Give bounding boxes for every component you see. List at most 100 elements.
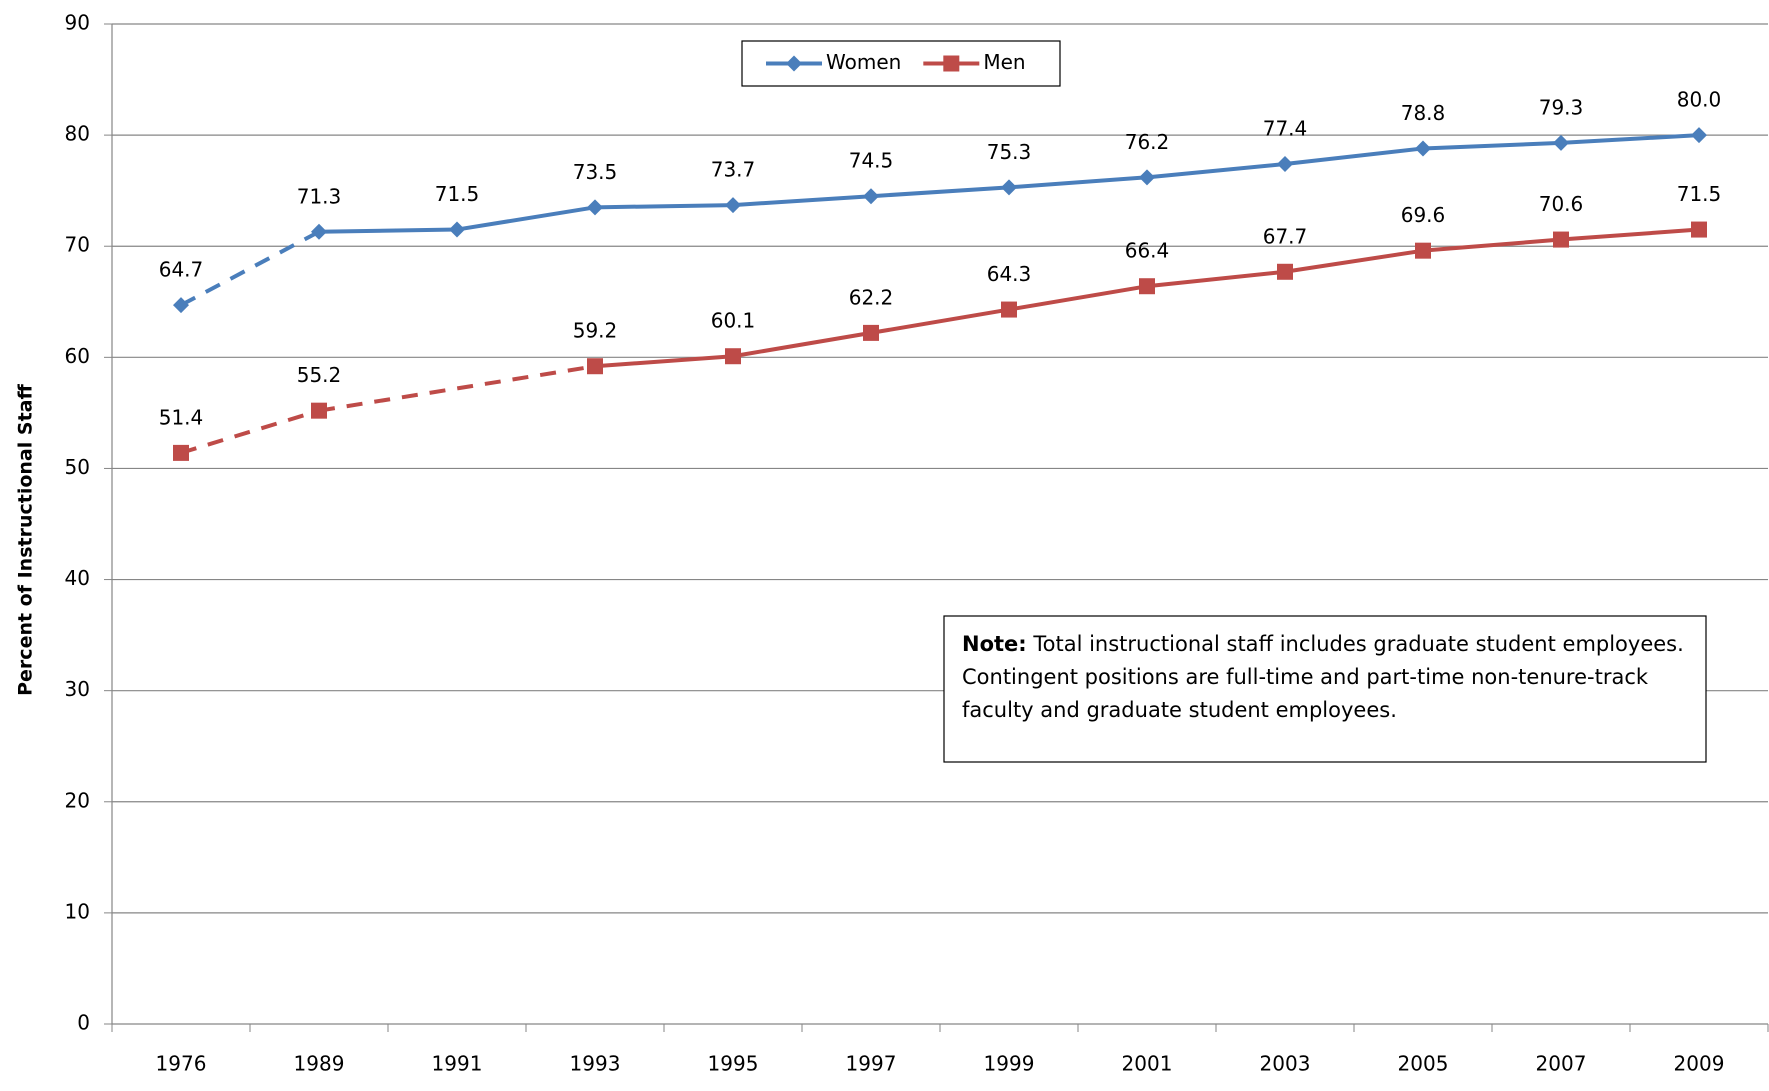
line-segment	[318, 364, 596, 413]
data-label: 62.2	[849, 285, 894, 309]
data-label: 75.3	[987, 140, 1032, 164]
data-point	[311, 223, 327, 240]
data-point	[1415, 242, 1431, 259]
data-point	[1277, 263, 1293, 280]
data-label: 73.7	[711, 158, 756, 182]
x-tick-label: 1993	[570, 1052, 621, 1076]
x-tick-label: 1976	[156, 1052, 207, 1076]
line-segment	[1008, 175, 1148, 190]
x-tick-label: 2001	[1122, 1052, 1173, 1076]
data-label: 79.3	[1539, 95, 1584, 119]
line-segment	[870, 185, 1010, 199]
line-segment	[1284, 146, 1424, 166]
data-label: 64.3	[987, 262, 1032, 286]
data-label: 73.5	[573, 160, 618, 184]
line-segment	[1560, 133, 1700, 145]
x-tick-label: 1999	[984, 1052, 1035, 1076]
note: Note: Total instructional staff includes…	[944, 616, 1706, 739]
data-point	[1001, 301, 1017, 318]
data-point	[587, 199, 603, 216]
data-label: 78.8	[1401, 101, 1446, 125]
y-tick-label: 90	[65, 11, 90, 35]
data-label: 76.2	[1125, 130, 1170, 154]
note-container: Note: Total instructional staff includes…	[944, 616, 1706, 739]
line-segment	[180, 408, 320, 455]
data-point	[1139, 278, 1155, 295]
data-point	[1553, 134, 1569, 151]
line-segment	[1560, 227, 1700, 242]
data-label: 71.3	[297, 184, 342, 208]
data-point	[1415, 140, 1431, 157]
data-point	[725, 348, 741, 365]
x-tick-label: 2005	[1398, 1052, 1449, 1076]
data-point	[1553, 231, 1569, 248]
legend: Women Men	[741, 40, 1061, 87]
line-segment	[1008, 284, 1148, 312]
x-tick-label: 2007	[1536, 1052, 1587, 1076]
x-tick-label: 2003	[1260, 1052, 1311, 1076]
data-point	[1001, 179, 1017, 196]
data-label: 70.6	[1539, 192, 1584, 216]
y-tick-label: 70	[65, 233, 90, 257]
line-segment	[732, 194, 872, 208]
data-label: 60.1	[711, 309, 756, 333]
note-text: Total instructional staff includes gradu…	[962, 632, 1684, 722]
line-segment	[594, 354, 734, 369]
data-point	[173, 444, 189, 461]
data-label: 69.6	[1401, 203, 1446, 227]
legend-label: Women	[826, 50, 901, 74]
data-label: 77.4	[1263, 117, 1308, 141]
data-label: 66.4	[1125, 239, 1170, 263]
data-label: 55.2	[297, 363, 342, 387]
x-tick-label: 1989	[294, 1052, 345, 1076]
legend-box	[741, 40, 1061, 87]
note-label: Note:	[962, 632, 1027, 656]
legend-label: Men	[983, 50, 1025, 74]
data-point	[1277, 156, 1293, 172]
legend-marker	[786, 55, 802, 72]
data-label: 59.2	[573, 319, 618, 343]
y-tick-label: 0	[77, 1011, 90, 1035]
line-segment	[1146, 162, 1286, 180]
data-point	[173, 297, 189, 314]
data-label: 71.5	[1677, 182, 1722, 206]
y-tick-label: 80	[65, 122, 90, 146]
data-point	[1691, 221, 1707, 238]
data-label: 51.4	[159, 405, 204, 429]
data-point	[311, 402, 327, 419]
y-axis-label: Percent of Instructional Staff	[15, 384, 37, 696]
x-tick-label: 1991	[432, 1052, 483, 1076]
data-point	[863, 324, 879, 341]
y-tick-label: 20	[65, 788, 90, 812]
line-segment	[594, 203, 734, 210]
y-tick-label: 30	[65, 677, 90, 701]
y-tick-label: 40	[65, 566, 90, 590]
data-label: 71.5	[435, 182, 480, 206]
data-point	[587, 358, 603, 375]
data-point	[449, 221, 465, 238]
note-box	[943, 615, 1707, 763]
data-label: 67.7	[1263, 224, 1308, 248]
x-tick-label: 1997	[846, 1052, 897, 1076]
line-segment	[732, 330, 872, 359]
y-tick-label: 10	[65, 899, 90, 923]
data-label: 74.5	[849, 149, 894, 173]
data-point	[725, 197, 741, 214]
line-segment	[1422, 237, 1562, 253]
data-point	[1139, 169, 1155, 186]
data-point	[863, 188, 879, 205]
line-segment	[870, 307, 1010, 335]
x-tick-label: 2009	[1674, 1052, 1725, 1076]
line-segment	[318, 227, 458, 234]
x-tick-label: 1995	[708, 1052, 759, 1076]
data-label: 64.7	[159, 258, 204, 282]
y-tick-label: 60	[65, 344, 90, 368]
legend-marker	[943, 55, 960, 72]
line-segment	[1422, 140, 1562, 151]
data-label: 80.0	[1677, 88, 1722, 112]
line-segment	[1146, 269, 1286, 289]
y-tick-label: 50	[65, 455, 90, 479]
line-segment	[456, 205, 596, 232]
